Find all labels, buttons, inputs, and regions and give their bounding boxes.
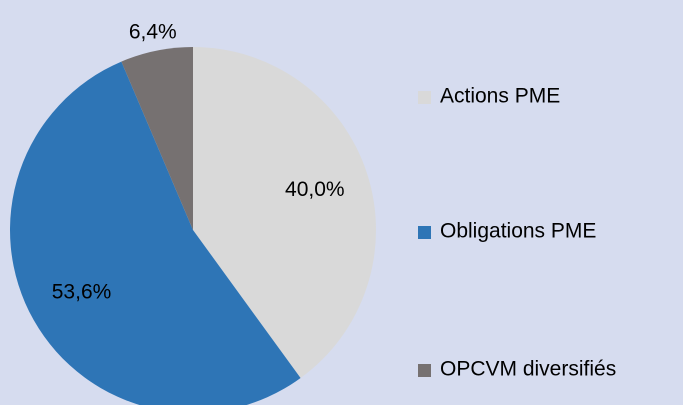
pie-slice <box>10 61 301 405</box>
legend-label: Obligations PME <box>440 220 596 243</box>
legend-label: Actions PME <box>440 85 560 108</box>
legend-swatch <box>418 91 431 104</box>
legend-label: OPCVM diversifiés <box>440 358 616 381</box>
pie-slice <box>121 47 193 230</box>
data-label: 40,0% <box>285 178 345 201</box>
data-label: 6,4% <box>129 20 177 43</box>
pie-slice <box>193 47 377 379</box>
legend-swatch <box>418 226 431 239</box>
legend-swatch <box>418 364 431 377</box>
data-label: 53,6% <box>52 281 112 304</box>
